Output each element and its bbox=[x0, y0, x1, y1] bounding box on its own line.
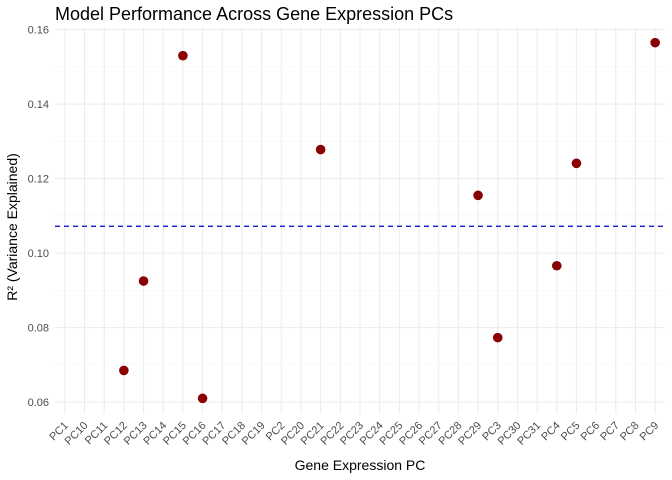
y-tick-label: 0.12 bbox=[28, 174, 49, 186]
x-axis-ticks: PC1PC10PC11PC12PC13PC14PC15PC16PC17PC18P… bbox=[47, 420, 661, 448]
data-point bbox=[492, 332, 503, 343]
data-point bbox=[119, 365, 129, 376]
data-point bbox=[138, 276, 149, 286]
data-point bbox=[178, 50, 188, 61]
x-tick-label: PC19 bbox=[240, 420, 268, 448]
grid bbox=[55, 27, 665, 414]
x-axis-title: Gene Expression PC bbox=[295, 457, 426, 473]
y-tick-label: 0.06 bbox=[28, 397, 49, 409]
chart-title: Model Performance Across Gene Expression… bbox=[55, 4, 454, 24]
y-axis-ticks: 0.06 0.08 0.10 0.12 0.14 0.16 bbox=[28, 25, 49, 409]
x-tick-label: PC29 bbox=[456, 420, 484, 448]
x-tick-label: PC6 bbox=[579, 420, 603, 444]
y-tick-label: 0.08 bbox=[28, 323, 49, 335]
y-tick-label: 0.14 bbox=[28, 99, 49, 111]
data-point bbox=[571, 158, 582, 169]
x-tick-label: PC5 bbox=[559, 420, 583, 444]
y-axis-title: R² (Variance Explained) bbox=[4, 153, 20, 301]
data-point bbox=[473, 190, 483, 201]
x-tick-label: PC9 bbox=[638, 420, 662, 444]
data-point bbox=[650, 37, 660, 48]
x-tick-label: PC8 bbox=[618, 420, 642, 444]
data-point bbox=[315, 144, 326, 155]
data-points bbox=[119, 37, 660, 404]
data-point bbox=[197, 393, 208, 404]
x-tick-label: PC7 bbox=[598, 420, 622, 444]
x-tick-label: PC4 bbox=[539, 420, 563, 444]
y-tick-label: 0.10 bbox=[28, 248, 49, 260]
x-tick-label: PC31 bbox=[515, 420, 543, 448]
data-point bbox=[551, 260, 562, 271]
y-tick-label: 0.16 bbox=[28, 25, 49, 37]
